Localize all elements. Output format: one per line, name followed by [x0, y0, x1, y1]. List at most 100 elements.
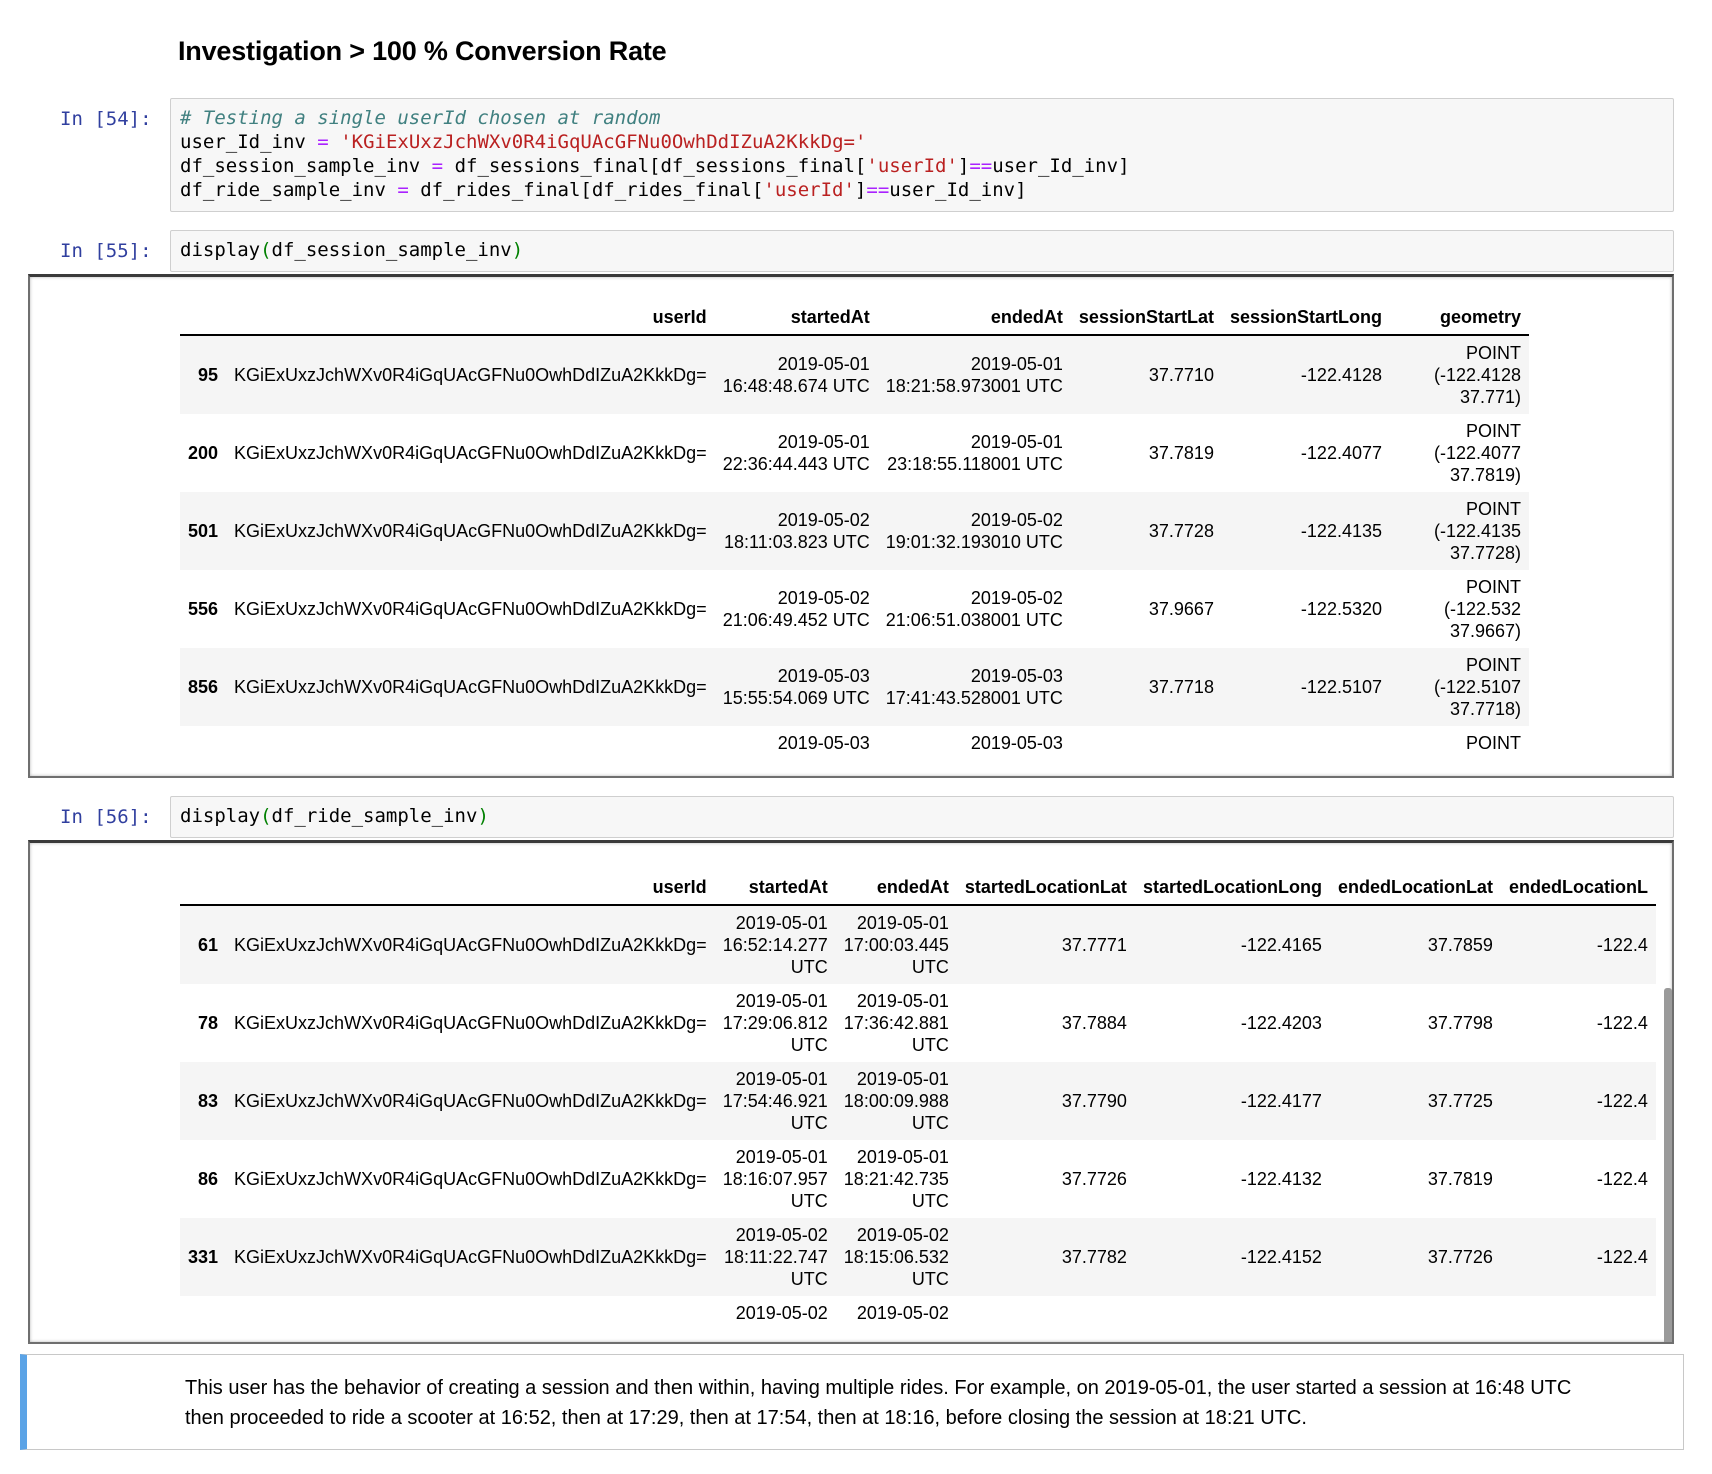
section-heading: Investigation > 100 % Conversion Rate [178, 36, 667, 66]
time-part: 21:06:49.452 UTC [722, 610, 870, 630]
code-token [329, 131, 340, 153]
code-operator: = [317, 131, 329, 153]
row-index: 200 [188, 442, 219, 463]
cell-ended-long: -122.4 [1596, 935, 1648, 955]
table-row: 501 KGiExUxzJchWXv0R4iGqUAcGFNu0OwhDdIZu… [180, 492, 1530, 570]
cell-ended-lat: 37.7798 [1427, 1013, 1493, 1033]
cell-long: -122.4135 [1300, 521, 1382, 541]
cell-startedat: 2019-05-01 16:52:14.277 UTC [715, 905, 836, 984]
cell-started-long: -122.4203 [1240, 1013, 1322, 1033]
cell-55-output-scroll-area[interactable]: userId startedAt endedAt sessionStartLat… [28, 274, 1674, 778]
table-row: 95 KGiExUxzJchWXv0R4iGqUAcGFNu0OwhDdIZuA… [180, 335, 1530, 414]
cell-lat: 37.7728 [1148, 521, 1214, 541]
geo-line: 37.771) [1459, 387, 1522, 407]
code-token: ] [957, 155, 970, 177]
cell-startedat: 2019-05-01 17:54:46.921 UTC [715, 1062, 836, 1140]
time-part: 18:21:42.735 [843, 1169, 949, 1189]
code-token: df_session_sample_inv [180, 155, 432, 177]
cell-geometry: POINT (-122.5107 37.7718) [1390, 648, 1529, 726]
code-token: df_ride_sample_inv [271, 805, 478, 827]
column-header-userid: userId [226, 301, 715, 336]
column-header-startedlocationlong: startedLocationLong [1134, 871, 1330, 906]
time-part: 15:55:54.069 UTC [722, 688, 870, 708]
row-index: 86 [198, 1168, 219, 1189]
geo-line: 37.9667) [1449, 621, 1522, 641]
code-token: df_rides_final[df_rides_final[ [408, 179, 764, 201]
cell-userid: KGiExUxzJchWXv0R4iGqUAcGFNu0OwhDdIZuA2Kk… [234, 935, 707, 955]
cell-geometry: POINT (-122.532 37.9667) [1390, 570, 1529, 648]
cell-55-code-editor[interactable]: display(df_session_sample_inv) [170, 230, 1674, 272]
geo-line: (-122.4077 [1433, 443, 1522, 463]
row-index: 501 [188, 520, 219, 541]
code-paren: ( [260, 239, 272, 261]
cell-userid: KGiExUxzJchWXv0R4iGqUAcGFNu0OwhDdIZuA2Kk… [234, 443, 707, 463]
vertical-scrollbar-thumb[interactable] [1664, 988, 1672, 1342]
cell-userid [226, 726, 715, 760]
cell-startedat: 2019-05-01 18:16:07.957 UTC [715, 1140, 836, 1218]
cell-ended-long: -122.4 [1596, 1247, 1648, 1267]
table-row: 856 KGiExUxzJchWXv0R4iGqUAcGFNu0OwhDdIZu… [180, 648, 1530, 726]
date-part: 2019-05-01 [735, 913, 828, 933]
time-part: 21:06:51.038001 UTC [885, 610, 1063, 630]
cell-endedat: 2019-05-01 17:00:03.445 UTC [836, 905, 957, 984]
row-index: 556 [188, 598, 219, 619]
time-part: 17:36:42.881 [843, 1013, 949, 1033]
cell-endedat: 2019-05-01 18:21:58.973001 UTC [878, 335, 1071, 414]
tz-part: UTC [790, 1035, 828, 1055]
geo-line: 37.7819) [1449, 465, 1522, 485]
row-index [180, 726, 226, 760]
cell-userid: KGiExUxzJchWXv0R4iGqUAcGFNu0OwhDdIZuA2Kk… [234, 677, 707, 697]
cell-userid: KGiExUxzJchWXv0R4iGqUAcGFNu0OwhDdIZuA2Kk… [234, 1013, 707, 1033]
cell-54-code-editor[interactable]: # Testing a single userId chosen at rand… [170, 98, 1674, 212]
cell-started-lat: 37.7771 [1061, 935, 1127, 955]
cell-endedat: 2019-05-02 21:06:51.038001 UTC [878, 570, 1071, 648]
tz-part: UTC [911, 1191, 949, 1211]
cell-started-long [1135, 1296, 1330, 1330]
cell-startedat: 2019-05-02 18:11:22.747 UTC [715, 1218, 836, 1296]
tz-part: UTC [911, 957, 949, 977]
geo-line: POINT [1466, 577, 1522, 597]
cell-56-code-editor[interactable]: display(df_ride_sample_inv) [170, 796, 1674, 838]
cell-55-prompt: In [55]: [60, 240, 152, 262]
time-part: 18:11:22.747 [724, 1247, 828, 1267]
row-index: 856 [188, 676, 219, 697]
cell-endedat: 2019-05-02 18:15:06.532 UTC [836, 1218, 957, 1296]
cell-started-long: -122.4152 [1240, 1247, 1322, 1267]
row-index: 95 [198, 364, 219, 385]
cell-ended-lat: 37.7725 [1427, 1091, 1493, 1111]
row-index: 331 [188, 1246, 219, 1267]
date-part: 2019-05-01 [777, 432, 870, 452]
column-header-endedlocationlong: endedLocationL [1500, 871, 1656, 906]
tz-part: UTC [790, 1191, 828, 1211]
code-paren: ) [477, 805, 489, 827]
tz-part: UTC [911, 1035, 949, 1055]
tz-part: UTC [911, 1113, 949, 1133]
date-part: 2019-05-03 [970, 733, 1063, 753]
code-operator: == [866, 179, 890, 201]
cell-ended-lat: 37.7819 [1427, 1169, 1493, 1189]
geo-line: POINT [1466, 733, 1522, 753]
cell-startedat: 2019-05-02 21:06:49.452 UTC [715, 570, 878, 648]
date-part: 2019-05-01 [856, 913, 949, 933]
cell-geometry: POINT (-122.4128 37.771) [1390, 335, 1529, 414]
date-part: 2019-05-01 [856, 991, 949, 1011]
column-header-startedlocationlat: startedLocationLat [956, 871, 1135, 906]
code-operator: = [431, 155, 444, 177]
cell-started-long: -122.4177 [1240, 1091, 1322, 1111]
geo-line: (-122.4128 [1433, 365, 1522, 385]
cell-started-long: -122.4165 [1240, 935, 1322, 955]
code-token: df_sessions_final[df_sessions_final[ [443, 155, 867, 177]
geo-line: (-122.532 [1443, 599, 1522, 619]
cell-56-output-scroll-area[interactable]: userId startedAt endedAt startedLocation… [28, 840, 1674, 1344]
cell-endedat: 2019-05-03 17:41:43.528001 UTC [878, 648, 1071, 726]
cell-ended-lat: 37.7859 [1427, 935, 1493, 955]
cell-long: -122.5107 [1300, 677, 1382, 697]
table-row: 331 KGiExUxzJchWXv0R4iGqUAcGFNu0OwhDdIZu… [180, 1218, 1656, 1296]
markdown-cell[interactable]: This user has the behavior of creating a… [20, 1354, 1684, 1450]
date-part: 2019-05-01 [970, 432, 1063, 452]
code-token: ] [854, 179, 867, 201]
cell-ended-lat [1330, 1296, 1501, 1330]
table-row: 61 KGiExUxzJchWXv0R4iGqUAcGFNu0OwhDdIZuA… [180, 905, 1656, 984]
date-part: 2019-05-01 [735, 1069, 828, 1089]
time-part: 16:48:48.674 UTC [722, 376, 870, 396]
